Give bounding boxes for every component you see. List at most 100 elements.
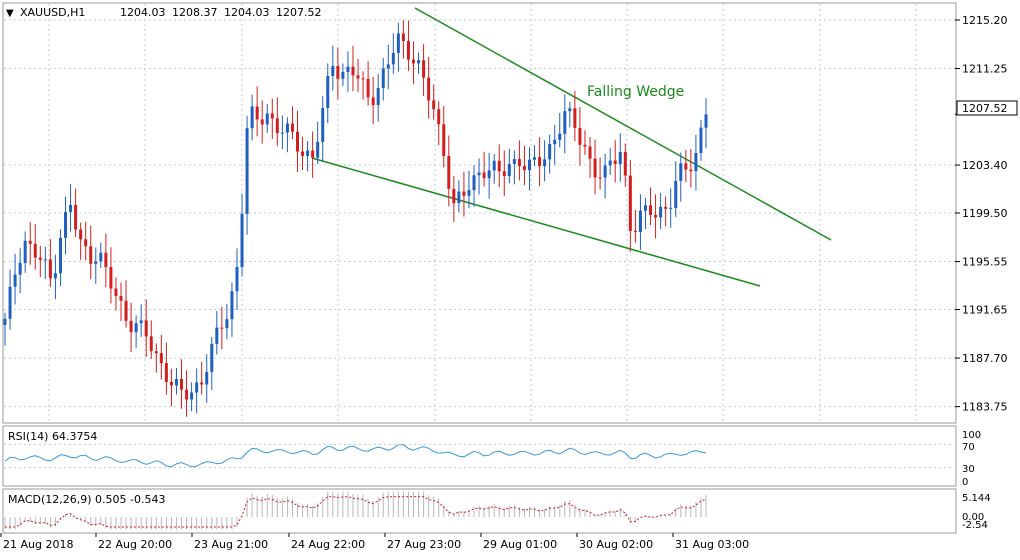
candle-body <box>664 206 668 209</box>
candle-body <box>200 382 204 385</box>
candle-body <box>558 133 562 140</box>
candle-body <box>654 214 658 218</box>
candle-body <box>548 144 552 160</box>
rsi-label: RSI(14) 64.3754 <box>8 430 97 443</box>
rsi-level-0: 0 <box>962 477 968 488</box>
candle-body <box>265 113 269 125</box>
candle-body <box>119 295 123 301</box>
candle-body <box>381 68 385 88</box>
macd-level-max: 5.144 <box>962 493 991 504</box>
candle-body <box>543 159 547 167</box>
grid <box>4 4 955 422</box>
rsi-level-30: 30 <box>962 464 975 475</box>
candle-body <box>285 123 289 133</box>
candle-body <box>159 353 163 364</box>
candle-body <box>8 286 12 319</box>
candle-body <box>427 77 431 101</box>
candle-body <box>89 246 93 264</box>
candle-body <box>235 267 239 292</box>
candle-body <box>341 72 345 79</box>
candle-body <box>306 150 310 156</box>
candle-body <box>401 33 405 42</box>
candle-body <box>33 243 37 258</box>
candle-body <box>336 66 340 79</box>
header-triangle-icon[interactable]: ▼ <box>6 8 14 19</box>
wedge-lower-line <box>311 157 761 287</box>
y-tick-label: 1183.75 <box>962 401 1008 414</box>
candle-body <box>210 343 214 372</box>
candle-body <box>608 160 612 166</box>
candle-body <box>447 155 451 189</box>
candle-body <box>99 252 103 262</box>
candle-body <box>28 240 32 244</box>
macd-label: MACD(12,26,9) 0.505 -0.543 <box>8 493 166 506</box>
candle-body <box>180 378 184 390</box>
candle-body <box>588 146 592 159</box>
candle-body <box>79 229 83 240</box>
candle-body <box>18 262 22 275</box>
candle-body <box>129 320 133 333</box>
candle-body <box>573 108 577 128</box>
candle-body <box>23 240 27 263</box>
candle-body <box>346 66 350 73</box>
candle-body <box>230 291 234 320</box>
candle-body <box>240 213 244 268</box>
candle-body <box>699 127 703 153</box>
candle-body <box>245 128 249 214</box>
candle-body <box>190 392 194 400</box>
y-tick-label: 1215.20 <box>962 14 1008 27</box>
x-tick-label: 27 Aug 23:00 <box>387 538 461 551</box>
candle-body <box>517 159 521 167</box>
x-tick-label: 30 Aug 02:00 <box>579 538 653 551</box>
candle-body <box>311 150 315 158</box>
candle-body <box>366 78 370 98</box>
candle-body <box>512 159 516 165</box>
candle-body <box>38 257 42 260</box>
rsi-level-100: 100 <box>962 430 981 441</box>
y-tick-label: 1211.25 <box>962 63 1008 76</box>
candle-body <box>568 108 572 112</box>
candle-body <box>134 323 138 333</box>
candle-body <box>275 118 279 133</box>
candle-body <box>376 87 380 106</box>
candle-body <box>527 159 531 171</box>
candle-body <box>522 166 526 171</box>
candle-body <box>164 363 168 383</box>
current-price-value: 1207.52 <box>962 102 1008 115</box>
candle-body <box>84 239 88 247</box>
candle-body <box>225 319 229 329</box>
x-tick-label: 31 Aug 03:00 <box>675 538 749 551</box>
candle-body <box>174 378 178 386</box>
candle-body <box>391 52 395 65</box>
candle-body <box>321 108 325 142</box>
candle-body <box>487 170 491 179</box>
candle-body <box>356 75 360 79</box>
candle-body <box>220 327 224 329</box>
candle-body <box>659 206 663 218</box>
candle-body <box>613 160 617 164</box>
close-value: 1207.52 <box>276 6 322 19</box>
candle-body <box>331 66 335 77</box>
candle-body <box>205 371 209 385</box>
current-price-tag <box>956 100 1018 116</box>
candle-body <box>154 351 158 354</box>
candle-body <box>149 336 153 352</box>
candle-body <box>618 151 622 164</box>
candle-body <box>301 151 305 156</box>
candle-body <box>482 172 486 179</box>
candle-body <box>477 172 481 176</box>
candle-body <box>326 76 330 109</box>
low-value: 1204.03 <box>224 6 270 19</box>
candle-body <box>452 188 456 204</box>
candle-body <box>669 207 673 209</box>
candle-body <box>104 252 108 268</box>
candle-body <box>406 41 410 60</box>
macd-panel-frame <box>2 488 957 534</box>
candle-body <box>497 160 501 172</box>
candle-body <box>507 164 511 177</box>
candle-body <box>538 157 542 167</box>
candle-body <box>689 169 693 172</box>
candle-body <box>169 382 173 386</box>
